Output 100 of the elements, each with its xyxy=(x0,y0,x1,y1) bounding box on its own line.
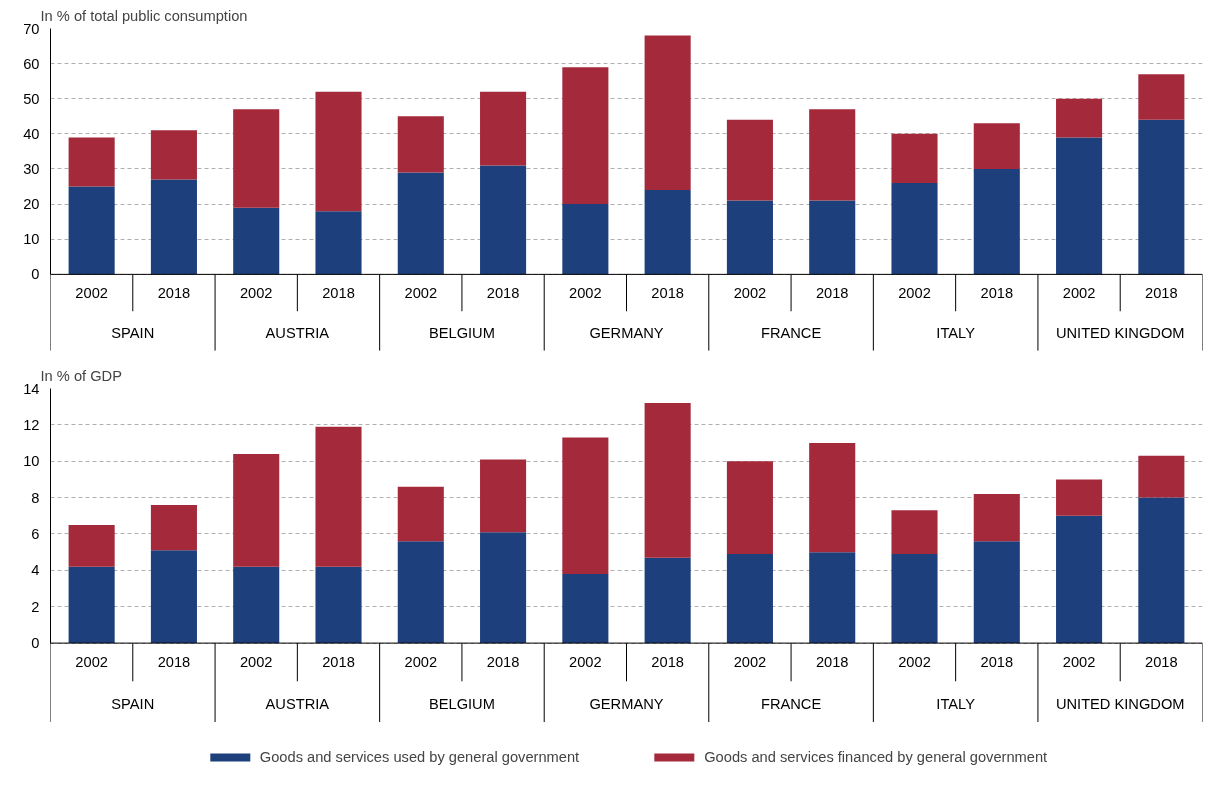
bar xyxy=(809,200,856,275)
bar xyxy=(1056,479,1103,516)
x-tick-label: 2002 xyxy=(898,284,931,301)
x-tick-label: 2018 xyxy=(980,284,1014,301)
bar xyxy=(480,459,527,533)
bar xyxy=(1138,497,1185,644)
text: SPAIN xyxy=(111,325,155,342)
bar xyxy=(315,211,362,275)
x-tick-label: 2002 xyxy=(1062,654,1096,671)
bar xyxy=(397,541,444,644)
y-tick-label: 70 xyxy=(23,20,40,37)
bar xyxy=(726,461,773,554)
text: BELGIUM xyxy=(428,325,495,342)
bar xyxy=(397,172,444,275)
x-tick-label: 2018 xyxy=(815,284,849,301)
bar xyxy=(68,137,115,187)
text: FRANCE xyxy=(760,696,822,713)
y-tick-label: 10 xyxy=(23,453,40,470)
bar xyxy=(973,123,1020,169)
bar xyxy=(68,566,115,644)
bar xyxy=(726,119,773,201)
x-tick-label: 2018 xyxy=(1145,284,1178,301)
bar xyxy=(1138,455,1185,498)
bar xyxy=(480,91,527,166)
x-tick-label: 2018 xyxy=(1145,654,1178,671)
bar xyxy=(562,204,609,275)
text: SPAIN xyxy=(111,696,155,713)
x-tick-label: 2002 xyxy=(404,284,438,301)
bar xyxy=(480,165,527,275)
text: UNITED KINGDOM xyxy=(1055,325,1185,342)
text: AUSTRIA xyxy=(265,325,330,342)
legend-label: Goods and services financed by general government xyxy=(704,749,1048,765)
y-tick-label: 6 xyxy=(31,525,40,542)
bar xyxy=(397,486,444,542)
y-tick-label: 20 xyxy=(23,196,40,213)
y-axis-title: In % of total public consumption xyxy=(40,7,248,24)
x-tick-label: 2018 xyxy=(815,654,849,671)
bar xyxy=(480,532,527,644)
text: ITALY xyxy=(936,696,976,713)
text: GERMANY xyxy=(589,325,664,342)
bar xyxy=(891,133,938,184)
bar xyxy=(68,186,115,275)
y-tick-label: 60 xyxy=(23,55,40,72)
y-tick-label: 30 xyxy=(23,160,40,177)
y-tick-label: 2 xyxy=(31,598,40,615)
x-tick-label: 2018 xyxy=(980,654,1014,671)
bar xyxy=(1056,137,1103,275)
x-tick-label: 2002 xyxy=(239,284,273,301)
bar xyxy=(562,67,609,205)
y-tick-label: 0 xyxy=(31,635,40,652)
x-tick-label: 2002 xyxy=(75,654,108,671)
x-tick-label: 2002 xyxy=(404,654,438,671)
bar xyxy=(726,553,773,644)
y-tick-label: 14 xyxy=(23,380,40,397)
bar xyxy=(233,109,280,208)
legend-label: Goods and services used by general government xyxy=(259,749,580,765)
bar xyxy=(150,130,197,180)
y-tick-label: 4 xyxy=(31,562,40,579)
y-tick-label: 40 xyxy=(23,125,40,142)
bar xyxy=(809,443,856,553)
bar xyxy=(891,510,938,554)
bar xyxy=(809,109,856,201)
x-tick-label: 2018 xyxy=(651,654,684,671)
x-tick-label: 2018 xyxy=(486,284,520,301)
text: FRANCE xyxy=(760,325,822,342)
bar xyxy=(150,550,197,644)
text: ITALY xyxy=(936,325,976,342)
y-tick-label: 10 xyxy=(23,231,40,248)
bar xyxy=(891,183,938,275)
x-tick-label: 2002 xyxy=(75,284,108,301)
x-tick-label: 2018 xyxy=(157,284,191,301)
text: UNITED KINGDOM xyxy=(1055,696,1185,713)
text: GERMANY xyxy=(589,696,664,713)
bar xyxy=(644,35,691,191)
bar xyxy=(233,453,280,567)
text: BELGIUM xyxy=(428,696,495,713)
x-tick-label: 2002 xyxy=(898,654,931,671)
bar xyxy=(562,574,609,644)
bar xyxy=(315,91,362,212)
x-tick-label: 2002 xyxy=(1062,284,1096,301)
x-tick-label: 2018 xyxy=(651,284,684,301)
y-tick-label: 8 xyxy=(31,489,40,506)
bar xyxy=(315,566,362,644)
bar xyxy=(397,116,444,173)
bar xyxy=(644,403,691,558)
text: AUSTRIA xyxy=(265,696,330,713)
x-tick-label: 2002 xyxy=(733,654,767,671)
bar xyxy=(150,504,197,551)
bar xyxy=(1138,74,1185,120)
x-tick-label: 2018 xyxy=(322,284,355,301)
x-tick-label: 2002 xyxy=(569,284,602,301)
bar xyxy=(973,168,1020,275)
y-tick-label: 12 xyxy=(23,416,40,433)
x-tick-label: 2002 xyxy=(569,654,602,671)
bar xyxy=(726,200,773,275)
bar xyxy=(1056,98,1103,138)
x-tick-label: 2002 xyxy=(733,284,767,301)
x-tick-label: 2018 xyxy=(157,654,191,671)
bar xyxy=(1138,119,1185,275)
bar xyxy=(809,552,856,644)
